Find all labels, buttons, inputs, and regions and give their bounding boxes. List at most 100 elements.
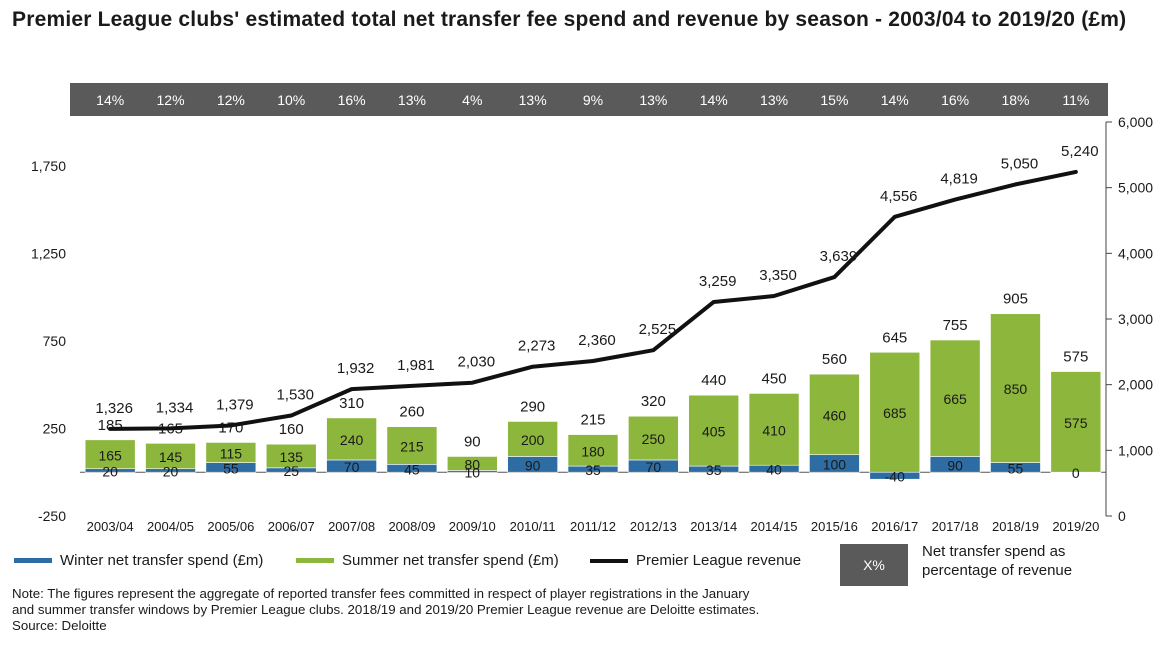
revenue-value-label: 3,639 [820, 248, 858, 265]
revenue-value-label: 5,050 [1001, 155, 1039, 172]
summer-bar [507, 421, 558, 457]
legend-label-summer: Summer net transfer spend (£m) [342, 552, 559, 569]
summer-bar [990, 313, 1041, 463]
right-tick-label: 1,000 [1118, 442, 1153, 458]
revenue-value-label: 1,379 [216, 396, 254, 413]
total-value-label: 905 [1003, 291, 1028, 308]
summer-value-label: 180 [581, 443, 605, 459]
summer-bar [386, 426, 438, 465]
summer-bar [265, 443, 317, 469]
winter-value-label: 10 [465, 464, 481, 480]
summer-bar [1050, 371, 1102, 473]
summer-value-label: 250 [642, 431, 666, 447]
summer-bar [567, 434, 619, 467]
left-tick-label: -250 [38, 508, 66, 524]
summer-bar [205, 442, 257, 463]
pct-label: 4% [462, 92, 482, 108]
summer-bar [809, 373, 860, 456]
winter-value-label: -40 [885, 469, 905, 485]
revenue-value-label: 1,932 [337, 360, 375, 377]
summer-bar [748, 393, 800, 466]
right-tick-label: 4,000 [1118, 245, 1153, 261]
total-value-label: 645 [882, 329, 907, 346]
pct-label: 18% [1001, 92, 1029, 108]
summer-value-label: 575 [1064, 415, 1088, 431]
total-value-label: 90 [464, 433, 481, 450]
legend-item-revenue: Premier League revenue [590, 552, 801, 569]
winter-value-label: 70 [646, 459, 662, 475]
left-tick-label: 1,750 [31, 158, 66, 174]
total-value-label: 260 [399, 404, 424, 421]
pct-label: 16% [338, 92, 366, 108]
revenue-value-label: 1,326 [95, 400, 133, 417]
summer-bar [446, 456, 498, 471]
pct-label: 12% [157, 92, 185, 108]
revenue-value-label: 2,273 [518, 338, 556, 355]
revenue-value-label: 3,259 [699, 273, 737, 290]
x-tick-label: 2018/19 [992, 519, 1039, 534]
legend-label-revenue: Premier League revenue [636, 552, 802, 569]
total-value-label: 215 [580, 412, 605, 429]
pct-label: 10% [277, 92, 305, 108]
summer-bar [145, 443, 196, 470]
summer-value-label: 460 [823, 407, 847, 423]
x-tick-label: 2015/16 [811, 519, 858, 534]
total-value-label: 160 [279, 421, 304, 438]
x-tick-label: 2009/10 [449, 519, 496, 534]
right-tick-label: 5,000 [1118, 180, 1153, 196]
right-tick-label: 0 [1118, 508, 1126, 524]
winter-value-label: 25 [283, 463, 299, 479]
x-tick-label: 2004/05 [147, 519, 194, 534]
winter-value-label: 90 [525, 457, 541, 473]
summer-value-label: 145 [159, 449, 183, 465]
revenue-value-label: 4,819 [940, 171, 978, 188]
summer-value-label: 115 [220, 446, 243, 462]
revenue-value-label: 2,525 [639, 321, 677, 338]
winter-value-label: 70 [344, 459, 360, 475]
pct-label: 15% [820, 92, 848, 108]
summer-value-label: 240 [340, 432, 364, 448]
total-value-label: 185 [98, 417, 123, 434]
revenue-value-label: 3,350 [759, 267, 797, 284]
revenue-value-label: 2,030 [458, 354, 496, 371]
legend-label-winter: Winter net transfer spend (£m) [60, 552, 264, 569]
summer-value-label: 200 [521, 432, 545, 448]
legend-pct-marker: X% [840, 544, 908, 586]
winter-value-label: 100 [823, 456, 847, 472]
x-tick-label: 2005/06 [207, 519, 254, 534]
winter-value-label: 40 [766, 462, 782, 478]
x-tick-label: 2017/18 [932, 519, 979, 534]
chart-canvas: 14% 12% 12% 10% 16% 13% 4% 13% 9% 13% 14% 13% 15% 14%… [31, 83, 1153, 534]
right-tick-label: 2,000 [1118, 377, 1153, 393]
footnote-line-2: and summer transfer windows by Premier L… [12, 602, 760, 617]
total-value-label: 575 [1063, 349, 1088, 366]
total-value-label: 290 [520, 398, 545, 415]
revenue-value-label: 1,334 [156, 399, 194, 416]
x-tick-label: 2019/20 [1052, 519, 1099, 534]
winter-value-label: 20 [163, 463, 179, 479]
winter-value-label: 55 [223, 460, 239, 476]
legend-swatch-revenue [590, 558, 628, 563]
summer-bar [84, 439, 136, 470]
left-tick-label: 1,250 [31, 245, 66, 261]
revenue-value-label: 1,530 [276, 387, 314, 404]
winter-value-label: 35 [706, 462, 722, 478]
x-tick-label: 2006/07 [268, 519, 315, 534]
summer-bar [929, 339, 981, 457]
x-tick-label: 2010/11 [510, 519, 556, 534]
total-value-label: 560 [822, 351, 847, 368]
legend: Winter net transfer spend (£m) Summer ne… [0, 538, 1176, 588]
pct-label: 14% [700, 92, 728, 108]
summer-bar [628, 415, 679, 461]
pct-label: 16% [941, 92, 969, 108]
legend-pct-description: Net transfer spend as percentage of reve… [922, 543, 1073, 579]
revenue-value-label: 5,240 [1061, 143, 1099, 160]
winter-value-label: 0 [1072, 465, 1080, 481]
x-tick-label: 2003/04 [87, 519, 134, 534]
legend-item-summer: Summer net transfer spend (£m) [296, 552, 559, 569]
revenue-value-label: 2,360 [578, 332, 616, 349]
legend-swatch-summer [296, 558, 334, 563]
total-value-label: 440 [701, 372, 726, 389]
pct-label: 12% [217, 92, 245, 108]
summer-bar [326, 417, 377, 461]
